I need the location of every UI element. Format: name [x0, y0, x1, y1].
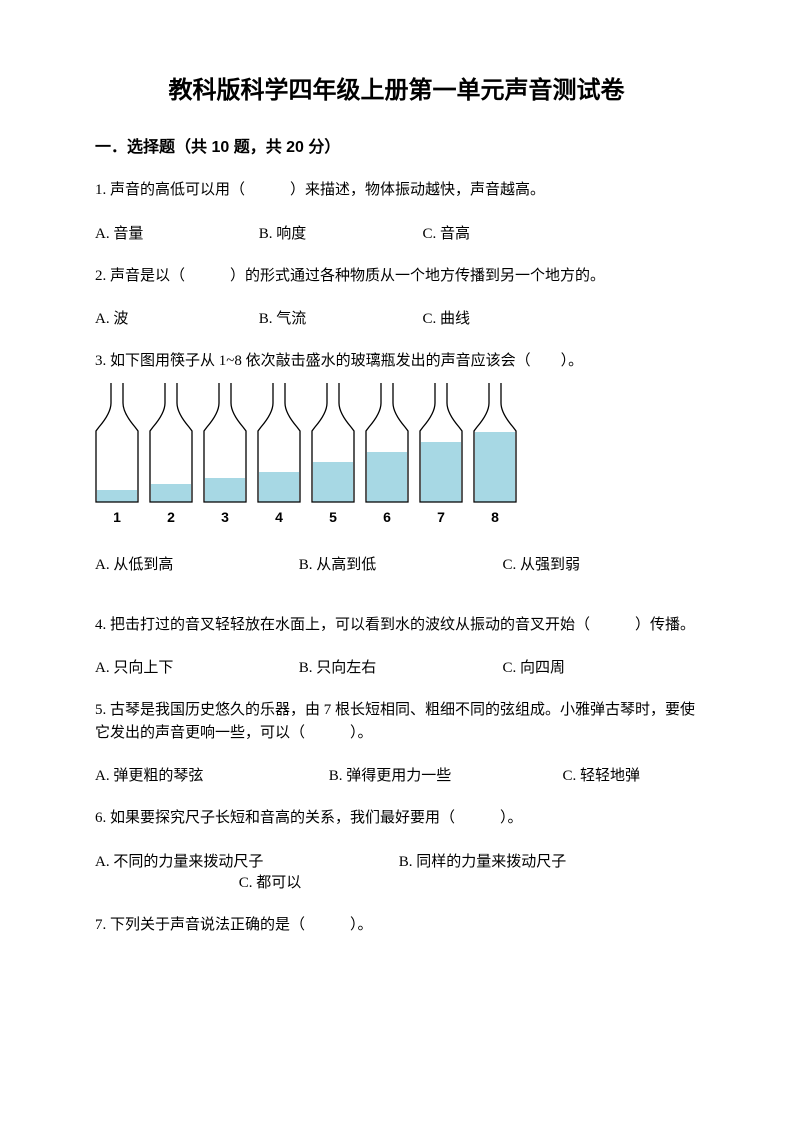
question-4-options: A. 只向上下 B. 只向左右 C. 向四周: [95, 656, 698, 677]
bottle-8: 8: [473, 383, 517, 525]
bottle-1: 1: [95, 383, 139, 525]
bottle-6-label: 6: [383, 509, 391, 525]
q6-option-a: A. 不同的力量来拨动尺子: [95, 850, 395, 871]
bottles-figure: 1 2 3 4 5 6 7 8: [95, 383, 698, 525]
section-header: 一．选择题（共 10 题，共 20 分）: [95, 133, 698, 157]
question-4: 4. 把击打过的音叉轻轻放在水面上，可以看到水的波纹从振动的音叉开始（ ）传播。: [95, 614, 698, 637]
bottle-8-label: 8: [491, 509, 499, 525]
question-1: 1. 声音的高低可以用（ ）来描述，物体振动越快，声音越高。: [95, 179, 698, 202]
question-7: 7. 下列关于声音说法正确的是（ ）。: [95, 914, 698, 937]
q4-option-c: C. 向四周: [503, 656, 566, 677]
question-2: 2. 声音是以（ ）的形式通过各种物质从一个地方传播到另一个地方的。: [95, 265, 698, 288]
bottle-3-outline-icon: [203, 383, 247, 503]
q4-option-a: A. 只向上下: [95, 656, 295, 677]
bottle-2-label: 2: [167, 509, 175, 525]
bottle-4-outline-icon: [257, 383, 301, 503]
question-5-options: A. 弹更粗的琴弦 B. 弹得更用力一些 C. 轻轻地弹: [95, 764, 698, 785]
bottle-7-label: 7: [437, 509, 445, 525]
bottle-6: 6: [365, 383, 409, 525]
q2-option-b: B. 气流: [259, 307, 419, 328]
question-2-options: A. 波 B. 气流 C. 曲线: [95, 307, 698, 328]
q5-option-a: A. 弹更粗的琴弦: [95, 764, 325, 785]
q6-option-b: B. 同样的力量来拨动尺子: [399, 850, 567, 871]
q1-option-a: A. 音量: [95, 222, 255, 243]
bottle-8-outline-icon: [473, 383, 517, 503]
q2-option-c: C. 曲线: [423, 307, 471, 328]
q4-option-b: B. 只向左右: [299, 656, 499, 677]
bottle-7: 7: [419, 383, 463, 525]
bottle-1-label: 1: [113, 509, 121, 525]
q1-option-c: C. 音高: [423, 222, 471, 243]
bottle-6-outline-icon: [365, 383, 409, 503]
bottle-2-outline-icon: [149, 383, 193, 503]
bottle-5-glass: [311, 383, 355, 503]
page-title: 教科版科学四年级上册第一单元声音测试卷: [95, 70, 698, 105]
question-6: 6. 如果要探究尺子长短和音高的关系，我们最好要用（ ）。: [95, 807, 698, 830]
q6-option-c: C. 都可以: [239, 871, 302, 892]
bottle-2: 2: [149, 383, 193, 525]
q5-option-c: C. 轻轻地弹: [563, 764, 641, 785]
bottle-1-glass: [95, 383, 139, 503]
question-6-options: A. 不同的力量来拨动尺子 B. 同样的力量来拨动尺子 C. 都可以: [95, 850, 698, 892]
q3-option-b: B. 从高到低: [299, 553, 499, 574]
bottle-7-outline-icon: [419, 383, 463, 503]
q3-option-a: A. 从低到高: [95, 553, 295, 574]
bottle-4-label: 4: [275, 509, 283, 525]
bottle-3-glass: [203, 383, 247, 503]
bottle-7-glass: [419, 383, 463, 503]
q1-option-b: B. 响度: [259, 222, 419, 243]
question-3: 3. 如下图用筷子从 1~8 依次敲击盛水的玻璃瓶发出的声音应该会（ ）。: [95, 350, 698, 373]
bottle-4: 4: [257, 383, 301, 525]
question-5: 5. 古琴是我国历史悠久的乐器，由 7 根长短相同、粗细不同的弦组成。小雅弹古琴…: [95, 699, 698, 744]
bottle-5: 5: [311, 383, 355, 525]
bottle-3-label: 3: [221, 509, 229, 525]
bottle-3: 3: [203, 383, 247, 525]
bottle-4-glass: [257, 383, 301, 503]
q3-option-c: C. 从强到弱: [503, 553, 581, 574]
question-3-options: A. 从低到高 B. 从高到低 C. 从强到弱: [95, 553, 698, 574]
bottle-6-glass: [365, 383, 409, 503]
question-1-options: A. 音量 B. 响度 C. 音高: [95, 222, 698, 243]
bottle-5-outline-icon: [311, 383, 355, 503]
q2-option-a: A. 波: [95, 307, 255, 328]
bottle-5-label: 5: [329, 509, 337, 525]
bottle-2-glass: [149, 383, 193, 503]
bottle-8-glass: [473, 383, 517, 503]
q5-option-b: B. 弹得更用力一些: [329, 764, 559, 785]
bottle-1-outline-icon: [95, 383, 139, 503]
